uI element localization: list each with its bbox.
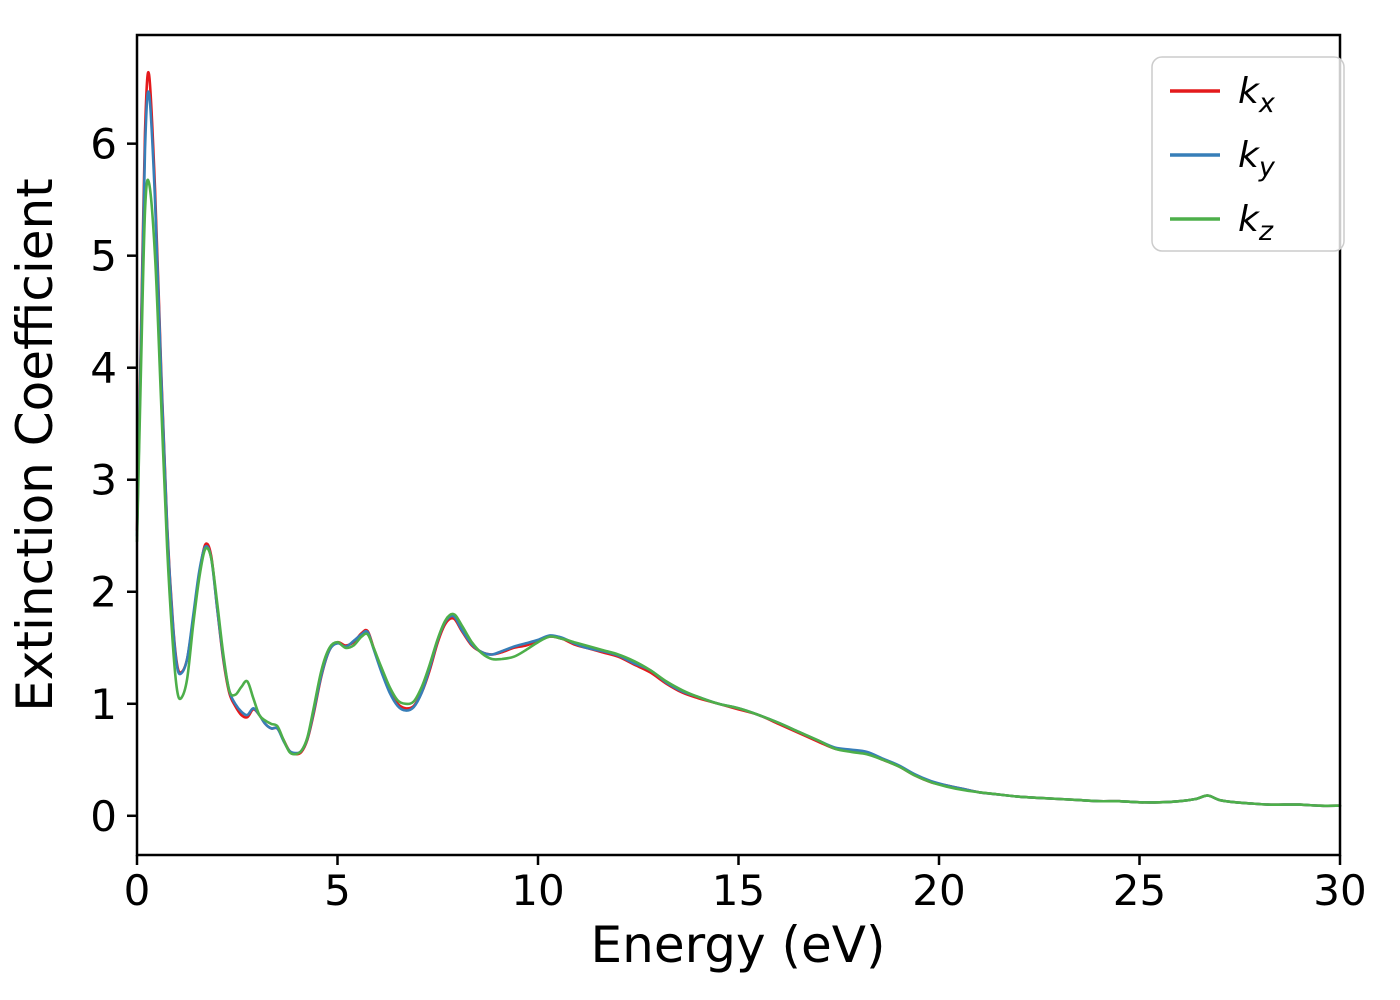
x-axis-label: Energy (eV) bbox=[591, 916, 886, 974]
y-tick-label: 3 bbox=[90, 456, 117, 505]
x-tick-label: 0 bbox=[124, 866, 151, 915]
series-line-kz bbox=[135, 178, 1342, 808]
x-tick-label: 25 bbox=[1113, 866, 1166, 915]
x-tick-label: 5 bbox=[324, 866, 351, 915]
x-tick-label: 30 bbox=[1313, 866, 1366, 915]
y-tick-label: 1 bbox=[90, 680, 117, 729]
y-axis-label: Extinction Coefficient bbox=[6, 178, 64, 712]
y-tick-label: 6 bbox=[90, 120, 117, 169]
series-lines bbox=[135, 71, 1342, 808]
x-tick-label: 10 bbox=[511, 866, 564, 915]
x-tick-label: 15 bbox=[712, 866, 765, 915]
legend-box bbox=[1151, 56, 1345, 252]
y-tick-label: 5 bbox=[90, 232, 117, 281]
x-tick-label: 20 bbox=[912, 866, 965, 915]
y-tick-label: 0 bbox=[90, 792, 117, 841]
tick-marks-and-labels: 0 5 10 15 20 25 30 0 1 2 3 4 5 6 bbox=[90, 120, 1366, 915]
y-tick-label: 4 bbox=[90, 344, 117, 393]
y-tick-label: 2 bbox=[90, 568, 117, 617]
